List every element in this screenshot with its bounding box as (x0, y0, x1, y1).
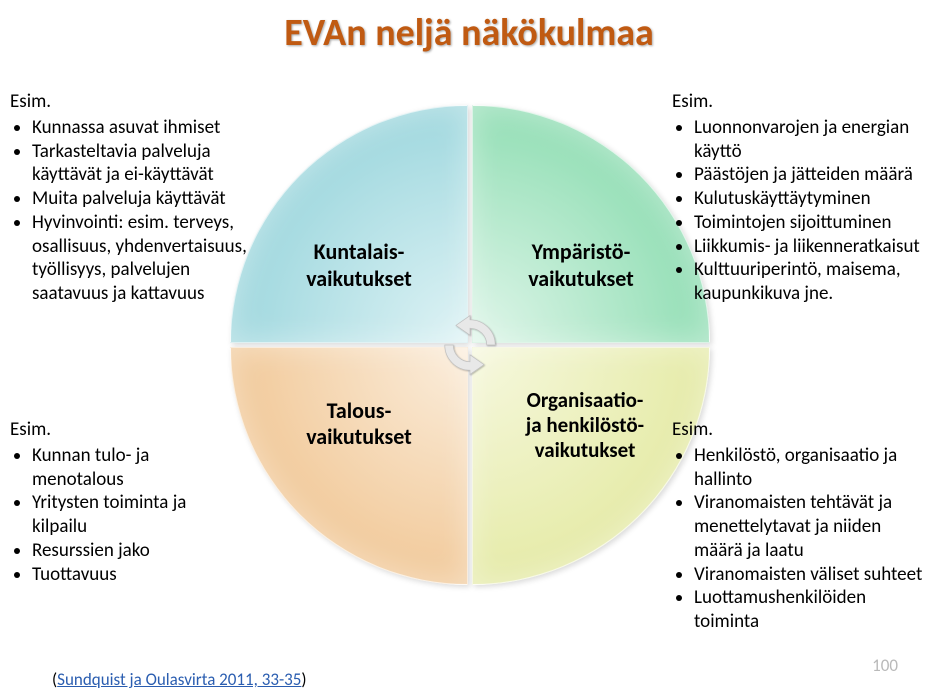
list-item: Tarkasteltavia palveluja käyttävät ja ei… (32, 140, 265, 188)
quadrant-tr-label: Ympäristö- vaikutukset (491, 239, 671, 292)
note-br-list: Henkilöstö, organisaatio ja hallinto Vir… (672, 444, 932, 634)
list-item: Henkilöstö, organisaatio ja hallinto (694, 444, 932, 492)
page-number: 100 (872, 655, 898, 676)
list-item: Kunnassa asuvat ihmiset (32, 116, 265, 140)
list-item: Luonnonvarojen ja energian käyttö (694, 116, 932, 164)
note-tr-header: Esim. (672, 90, 932, 114)
note-bl-header: Esim. (10, 418, 235, 442)
note-tr: Esim. Luonnonvarojen ja energian käyttö … (672, 90, 932, 306)
quadrant-bl-label: Talous- vaikutukset (269, 398, 449, 451)
note-bl-list: Kunnan tulo- ja menotalous Yritysten toi… (10, 444, 235, 587)
slide-title: EVAn neljä näkökulmaa (0, 0, 938, 56)
list-item: Resurssien jako (32, 539, 235, 563)
list-item: Tuottavuus (32, 563, 235, 587)
citation-suffix: ) (301, 669, 306, 690)
note-tl: Esim. Kunnassa asuvat ihmiset Tarkastelt… (10, 90, 265, 306)
list-item: Viranomaisten väliset suhteet (694, 563, 932, 587)
list-item: Luottamushenkilöiden toiminta (694, 586, 932, 634)
note-br-header: Esim. (672, 418, 932, 442)
list-item: Muita palveluja käyttävät (32, 187, 265, 211)
note-tr-list: Luonnonvarojen ja energian käyttö Päästö… (672, 116, 932, 306)
cycle-diagram: Kuntalais- vaikutukset Ympäristö- vaikut… (230, 105, 710, 585)
list-item: Toimintojen sijoittuminen (694, 211, 932, 235)
list-item: Kulutuskäyttäytyminen (694, 187, 932, 211)
note-tl-list: Kunnassa asuvat ihmiset Tarkasteltavia p… (10, 116, 265, 306)
citation-link[interactable]: Sundquist ja Oulasvirta 2011, 33-35 (57, 669, 301, 690)
quadrant-bl: Talous- vaikutukset (230, 347, 468, 585)
note-br: Esim. Henkilöstö, organisaatio ja hallin… (672, 418, 932, 634)
list-item: Kulttuuriperintö, maisema, kaupunkikuva … (694, 258, 932, 306)
list-item: Kunnan tulo- ja menotalous (32, 444, 235, 492)
list-item: Viranomaisten tehtävät ja menettelytavat… (694, 491, 932, 562)
note-bl: Esim. Kunnan tulo- ja menotalous Yrityst… (10, 418, 235, 586)
list-item: Liikkumis- ja liikenneratkaisut (694, 235, 932, 259)
quadrant-br-label: Organisaatio- ja henkilöstö- vaikutukset (485, 388, 685, 464)
citation: (Sundquist ja Oulasvirta 2011, 33-35) (52, 669, 307, 690)
list-item: Hyvinvointi: esim. terveys, osallisuus, … (32, 211, 265, 306)
list-item: Yritysten toiminta ja kilpailu (32, 491, 235, 539)
quadrant-tl-label: Kuntalais- vaikutukset (269, 239, 449, 292)
list-item: Päästöjen ja jätteiden määrä (694, 163, 932, 187)
quadrant-tl: Kuntalais- vaikutukset (230, 105, 468, 343)
note-tl-header: Esim. (10, 90, 265, 114)
